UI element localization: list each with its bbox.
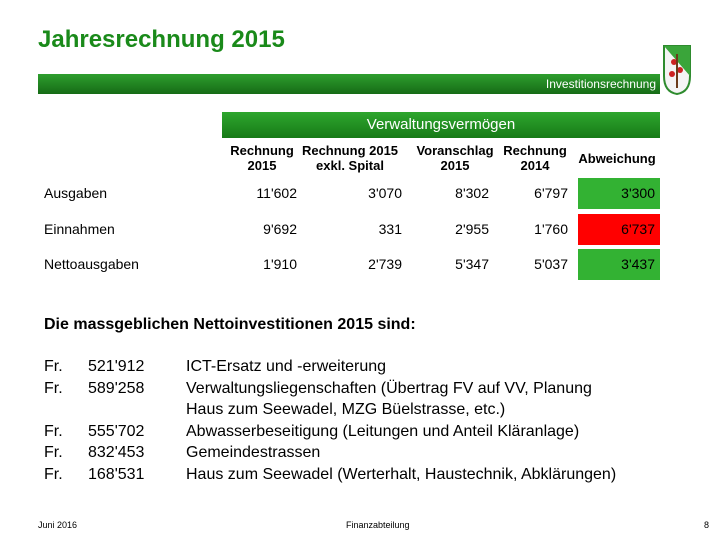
cell: 3'070 (368, 185, 402, 201)
currency: Fr. (44, 379, 63, 397)
column-header: exkl. Spital (316, 158, 384, 173)
row-label: Ausgaben (44, 185, 108, 201)
cell: 8'302 (455, 185, 489, 201)
currency: Fr. (44, 444, 63, 462)
coat-of-arms (663, 45, 691, 96)
cell: 3'437 (621, 256, 655, 272)
page-number: 8 (704, 520, 710, 530)
amount: 521'912 (88, 358, 145, 375)
cell: 5'347 (455, 256, 489, 272)
list-heading: Die massgeblichen Nettoinvestitionen 201… (44, 316, 416, 333)
amount: 555'702 (88, 422, 145, 440)
item-text: Verwaltungsliegenschaften (Übertrag FV a… (186, 379, 592, 397)
cell: 2'955 (455, 221, 489, 237)
item-text: Gemeindestrassen (186, 444, 321, 462)
section-label: Investitionsrechnung (545, 77, 656, 91)
currency: Fr. (44, 358, 63, 375)
title: Jahresrechnung 2015 (38, 26, 285, 53)
column-header: Rechnung 2015 (301, 143, 399, 158)
currency: Fr. (44, 422, 63, 440)
cell: 1'910 (263, 256, 297, 272)
highlight-cell (578, 214, 660, 245)
column-header: 2015 (440, 158, 470, 173)
footer-department: Finanzabteilung (346, 520, 410, 530)
column-header: 2015 (247, 158, 277, 173)
column-header: Abweichung (578, 151, 656, 166)
highlight-cell (578, 178, 660, 209)
row-label: Einnahmen (44, 221, 115, 237)
row-label: Nettoausgaben (44, 256, 139, 272)
column-header: Rechnung (503, 143, 567, 158)
cell: 3'300 (621, 185, 655, 201)
item-text: Haus zum Seewadel, MZG Büelstrasse, etc.… (186, 401, 506, 419)
item-text: Abwasserbeseitigung (Leitungen und Antei… (186, 422, 580, 440)
column-header: Voranschlag (416, 143, 494, 158)
cell: 331 (378, 221, 402, 237)
cell: 9'692 (263, 221, 297, 237)
cell: 11'602 (256, 185, 297, 201)
amount: 168'531 (88, 466, 145, 483)
amount: 832'453 (88, 444, 145, 462)
currency: Fr. (44, 466, 63, 483)
table-title-bar (222, 112, 660, 138)
highlight-cell (578, 249, 660, 280)
item-text: Haus zum Seewadel (Werterhalt, Haustechn… (186, 466, 617, 483)
cell: 6'737 (621, 221, 655, 237)
amount: 589'258 (88, 379, 145, 397)
table-title: Verwaltungsvermögen (366, 116, 516, 133)
column-header: Rechnung (230, 143, 294, 158)
cell: 1'760 (534, 221, 568, 237)
cell: 6'797 (534, 185, 568, 201)
cell: 5'037 (534, 256, 568, 272)
cell: 2'739 (368, 256, 402, 272)
item-text: ICT-Ersatz und -erweiterung (186, 358, 387, 375)
section-bar (38, 74, 660, 94)
column-header: 2014 (520, 158, 550, 173)
footer-date: Juni 2016 (38, 520, 78, 530)
